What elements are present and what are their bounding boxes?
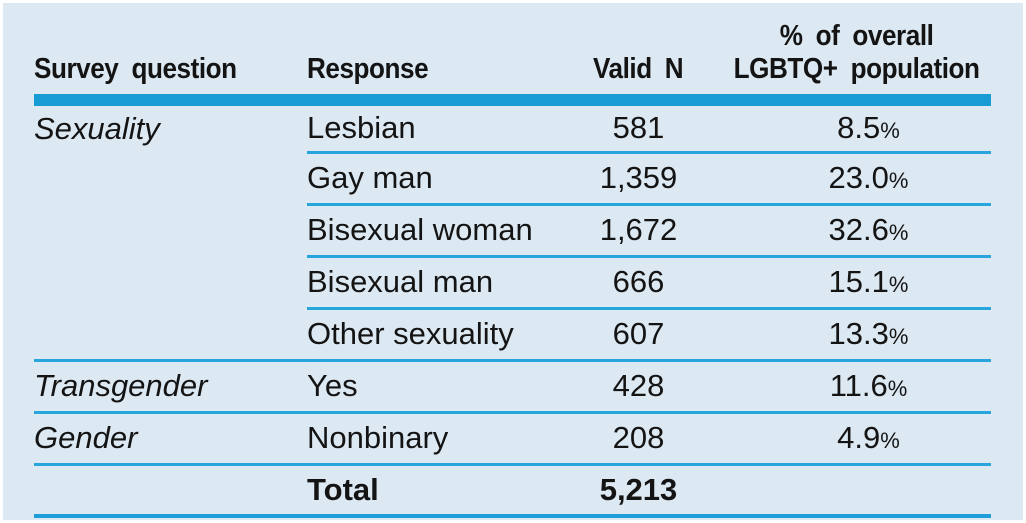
cell-pct: 23.0% [720,152,991,206]
cell-response: Bisexual man [307,256,557,310]
cell-pct: 13.3% [720,308,991,362]
table-row: Gay man 1,359 23.0% [34,152,991,206]
table-row: Other sexuality 607 13.3% [34,308,991,362]
cell-pct: 8.5% [720,100,991,154]
cell-survey-question [34,464,307,518]
cell-valid-n: 581 [557,100,720,154]
cell-response: Lesbian [307,100,557,154]
header-response: Response [307,3,557,106]
cell-pct: 32.6% [720,204,991,258]
table-row: Gender Nonbinary 208 4.9% [34,412,991,466]
cell-response: Yes [307,360,557,414]
total-row: Total 5,213 [34,464,991,518]
cell-total-pct-empty [720,464,991,518]
cell-survey-question [34,256,307,308]
cell-total-label: Total [307,464,557,518]
header-row: Survey question Response Valid N % of ov… [34,3,991,106]
cell-valid-n: 428 [557,360,720,414]
table-row: Bisexual man 666 15.1% [34,256,991,310]
cell-survey-question [34,152,307,204]
cell-response: Bisexual woman [307,204,557,258]
cell-valid-n: 666 [557,256,720,310]
cell-survey-question: Gender [34,412,307,466]
table-panel: Survey question Response Valid N % of ov… [3,3,1023,520]
cell-valid-n: 607 [557,308,720,362]
table-header: Survey question Response Valid N % of ov… [34,3,991,106]
cell-total-valid-n: 5,213 [557,464,720,518]
cell-survey-question [34,204,307,256]
cell-pct: 4.9% [720,412,991,466]
survey-demographics-table: Survey question Response Valid N % of ov… [34,3,991,518]
cell-valid-n: 208 [557,412,720,466]
cell-survey-question [34,308,307,362]
table-row: Bisexual woman 1,672 32.6% [34,204,991,258]
cell-pct: 15.1% [720,256,991,310]
header-survey-question: Survey question [34,3,307,106]
cell-valid-n: 1,359 [557,152,720,206]
cell-response: Nonbinary [307,412,557,466]
cell-pct: 11.6% [720,360,991,414]
cell-response: Gay man [307,152,557,206]
header-valid-n: Valid N [557,3,720,106]
cell-response: Other sexuality [307,308,557,362]
table-row: Transgender Yes 428 11.6% [34,360,991,414]
cell-valid-n: 1,672 [557,204,720,258]
table-row: Sexuality Lesbian 581 8.5% [34,100,991,154]
cell-survey-question: Transgender [34,360,307,414]
cell-survey-question: Sexuality [34,111,160,146]
header-pct-of-population: % of overall LGBTQ+ population [720,3,991,106]
